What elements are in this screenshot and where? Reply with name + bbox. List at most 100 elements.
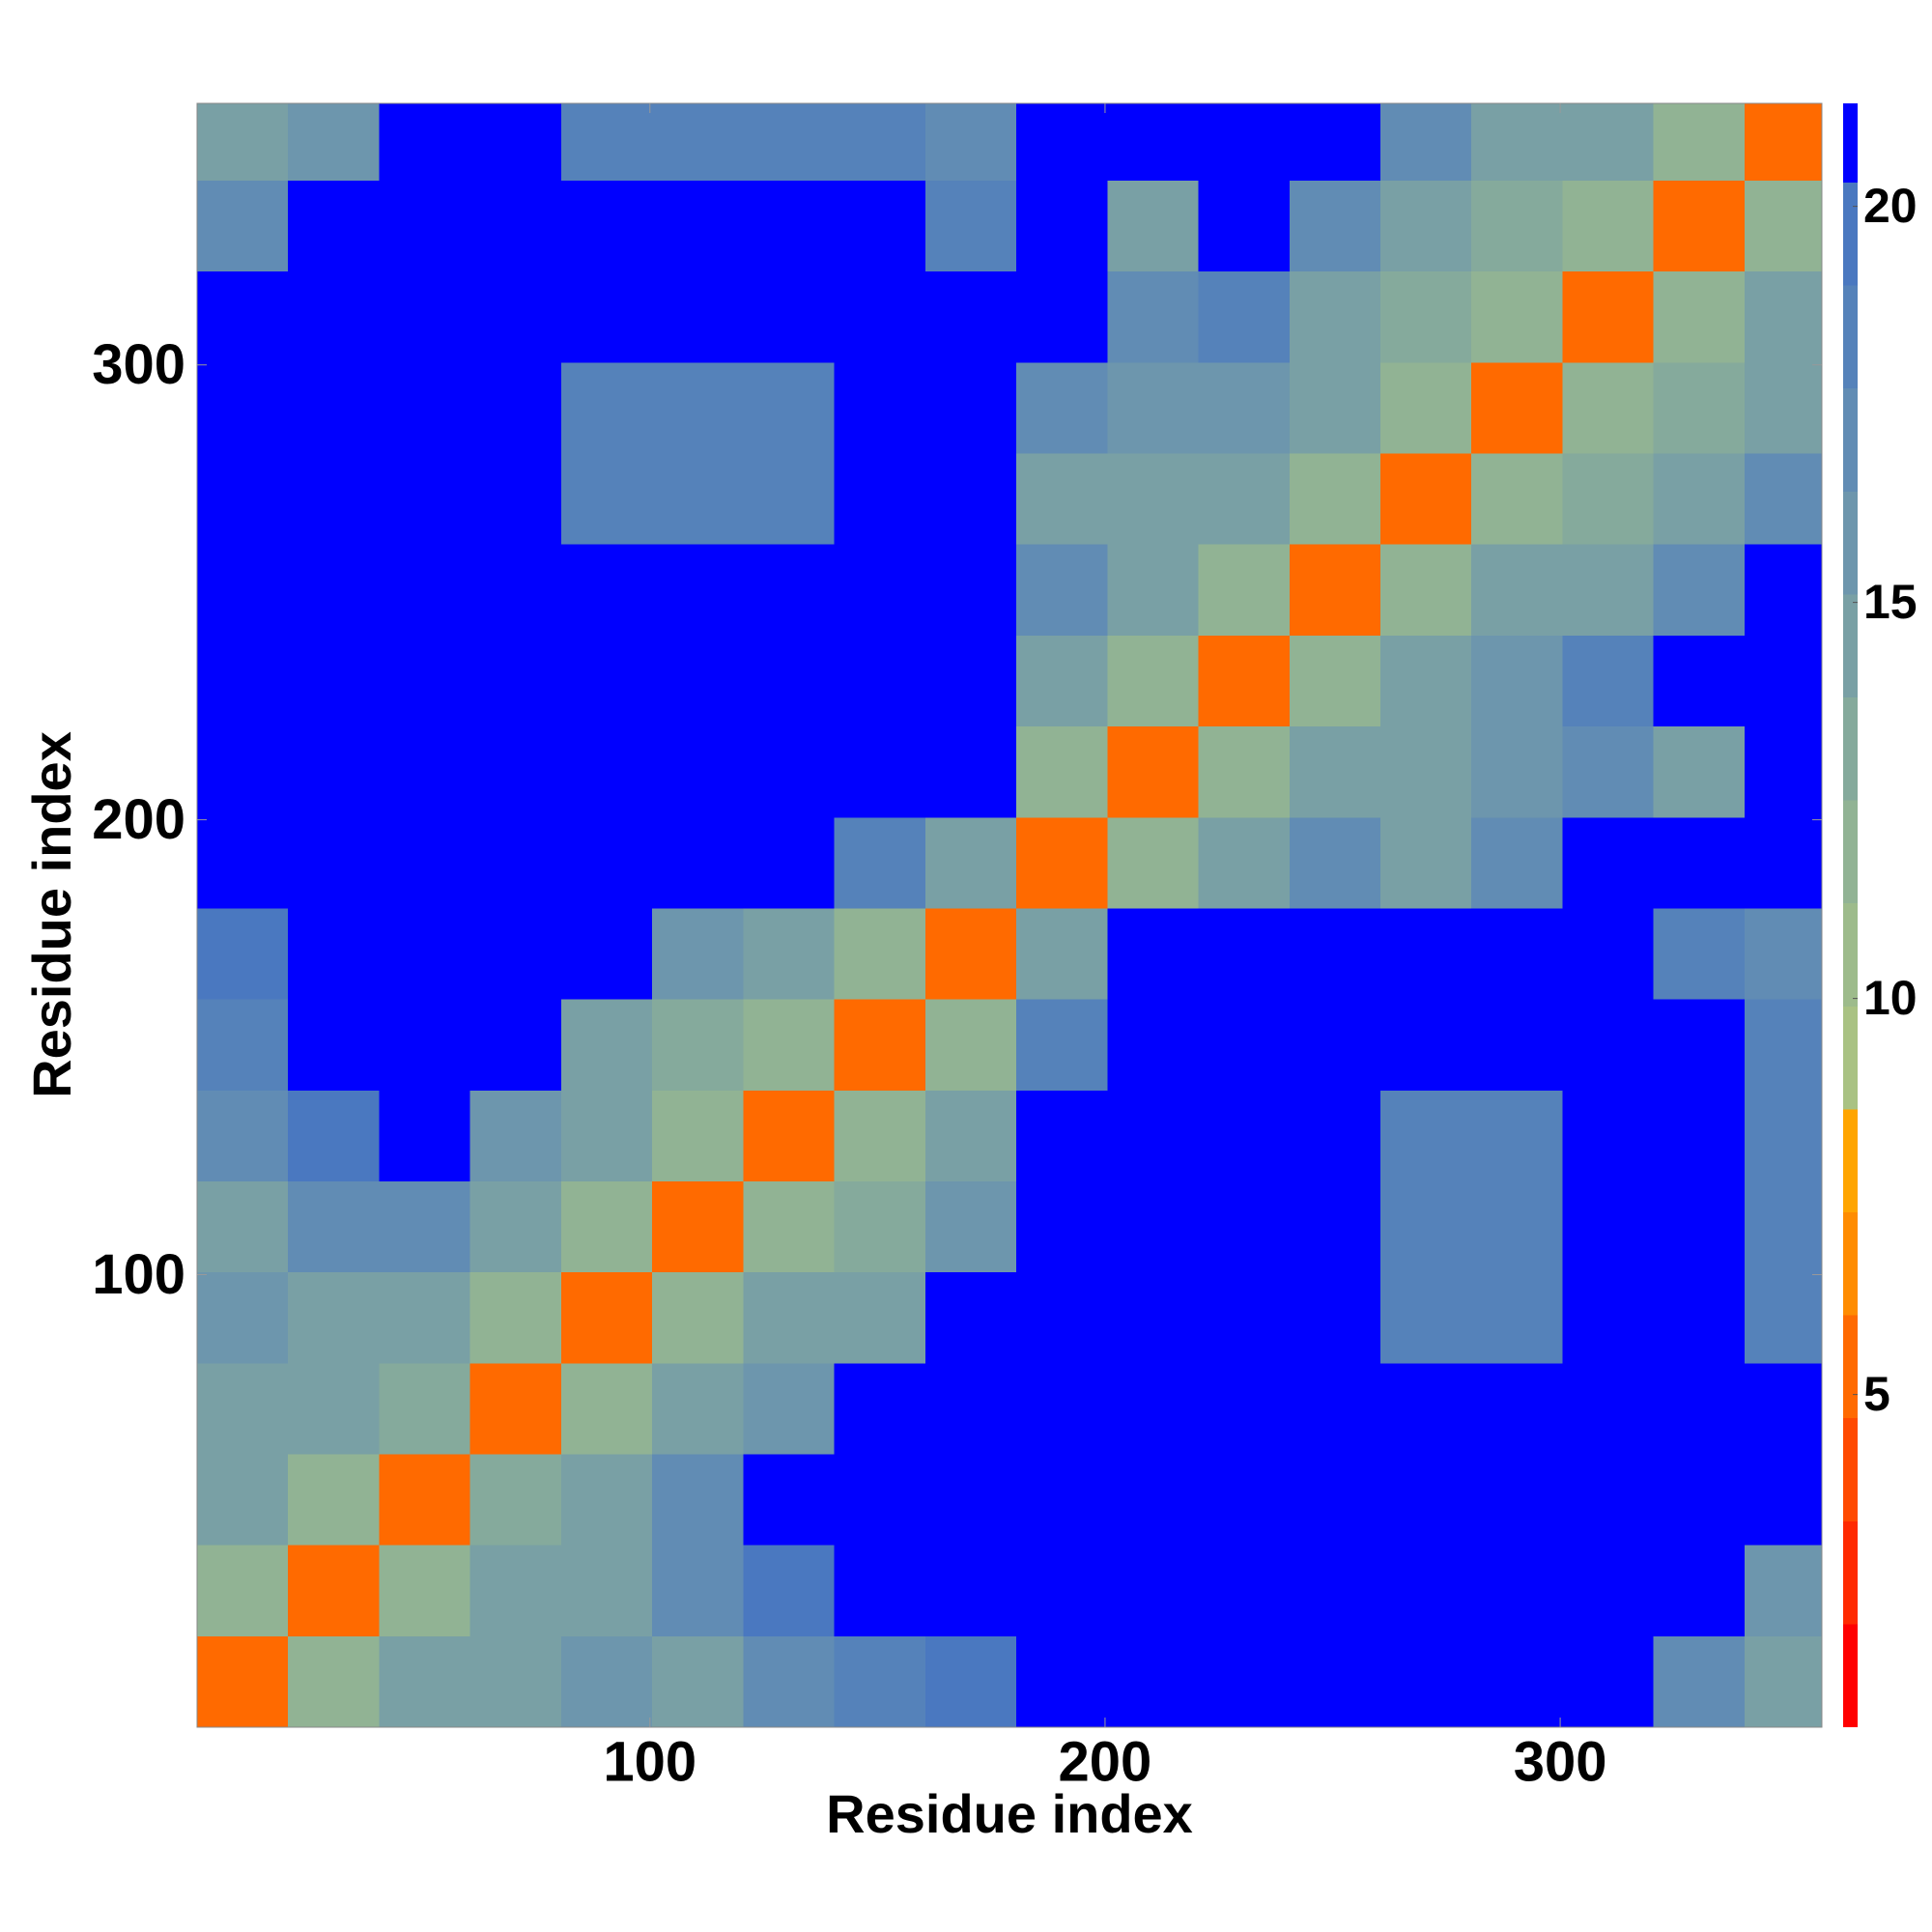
heatmap-cell [1744,908,1822,1000]
heatmap-cell [1562,181,1654,272]
heatmap-cell [1016,362,1108,454]
heatmap-cell [560,271,653,363]
heatmap-cell [560,453,653,545]
colorbar-band [1843,594,1858,697]
heatmap-cell [379,544,470,636]
heatmap-cell [1107,271,1199,363]
colorbar-band [1843,1520,1858,1625]
heatmap-cell [1471,635,1563,727]
colorbar-band [1843,1315,1858,1419]
heatmap-cell [1562,999,1654,1091]
heatmap-cell [1744,1363,1822,1455]
heatmap-cell [652,817,744,909]
heatmap-cell [1016,544,1108,636]
heatmap-cell [1653,1180,1745,1273]
heatmap-cell [1016,726,1108,818]
heatmap-cell [1653,1090,1745,1181]
heatmap-cell [652,1454,744,1546]
y-axis-label: Residue index [21,731,82,1098]
heatmap-cell [924,544,1017,636]
heatmap-cell [834,817,925,909]
heatmap-cell [1289,1090,1380,1181]
heatmap-cell [560,1454,653,1546]
heatmap-cell [1198,999,1290,1091]
heatmap-cell [1471,103,1563,182]
heatmap-cell [197,362,289,454]
heatmap-cell [1653,817,1745,909]
heatmap-cell [924,1272,1017,1364]
heatmap-cell [1653,453,1745,545]
heatmap-cell [652,908,744,1000]
heatmap-cell [1107,1545,1199,1636]
heatmap-cell [1653,544,1745,636]
heatmap-cell [288,1180,380,1273]
heatmap-cell [288,103,380,182]
heatmap-cell [379,362,470,454]
heatmap-cell [652,1363,744,1455]
heatmap-cell [743,817,835,909]
heatmap-cell [924,181,1017,272]
heatmap-cell [197,726,289,818]
heatmap-cell [1107,635,1199,727]
heatmap-cell [288,726,380,818]
heatmap-cell [1198,362,1290,454]
heatmap-cell [1471,453,1563,545]
heatmap-cell [1562,1363,1654,1455]
heatmap-cell [1653,271,1745,363]
heatmap-cell [1289,1545,1380,1636]
heatmap-cell [1744,726,1822,818]
heatmap-cell [834,181,925,272]
colorbar-tick-label: 15 [1863,575,1918,629]
heatmap-cell [743,1454,835,1546]
heatmap-cell [924,817,1017,909]
heatmap-cell [1016,1272,1108,1364]
heatmap-cell [379,1090,470,1181]
heatmap-cell [197,1272,289,1364]
heatmap-cell [652,1545,744,1636]
heatmap-cell [1471,181,1563,272]
heatmap-cell [288,1635,380,1727]
heatmap-cell [1198,1545,1290,1636]
heatmap-cell [288,271,380,363]
heatmap-cell [1289,1635,1380,1727]
heatmap-cell [743,362,835,454]
heatmap-cell [1471,1363,1563,1455]
heatmap-cell [1107,1363,1199,1455]
heatmap-cell [1744,1635,1822,1727]
heatmap-cell [834,635,925,727]
colorbar-band [1843,1624,1858,1727]
heatmap-cell [924,453,1017,545]
heatmap-cell [1744,1090,1822,1181]
heatmap-cell [469,271,561,363]
heatmap-cell [469,1180,561,1273]
heatmap-cell [924,103,1017,182]
heatmap-cell [288,362,380,454]
heatmap-cell [1016,1545,1108,1636]
heatmap-cell [1289,1180,1380,1273]
heatmap-cell [1562,453,1654,545]
heatmap-cell [288,453,380,545]
heatmap-cell [1198,453,1290,545]
heatmap-cell [1107,1090,1199,1181]
heatmap-cell [1653,635,1745,727]
heatmap-cell [1379,908,1472,1000]
heatmap-cell [1289,817,1380,909]
heatmap-cell [1016,1180,1108,1273]
heatmap-cell [1562,1090,1654,1181]
heatmap-cell [1471,362,1563,454]
heatmap-cell [197,999,289,1091]
heatmap-cell [1198,726,1290,818]
heatmap-cell [834,103,925,182]
heatmap-cell [469,1090,561,1181]
heatmap-cell [469,181,561,272]
heatmap-cell [1016,908,1108,1000]
heatmap-cell [652,635,744,727]
heatmap-cell [379,726,470,818]
heatmap-cell [1653,103,1745,182]
heatmap-cell [1198,1635,1290,1727]
heatmap-cell [924,999,1017,1091]
heatmap-cell [379,453,470,545]
heatmap-cell [1289,635,1380,727]
heatmap-cell [469,1454,561,1546]
heatmap-cell [652,726,744,818]
